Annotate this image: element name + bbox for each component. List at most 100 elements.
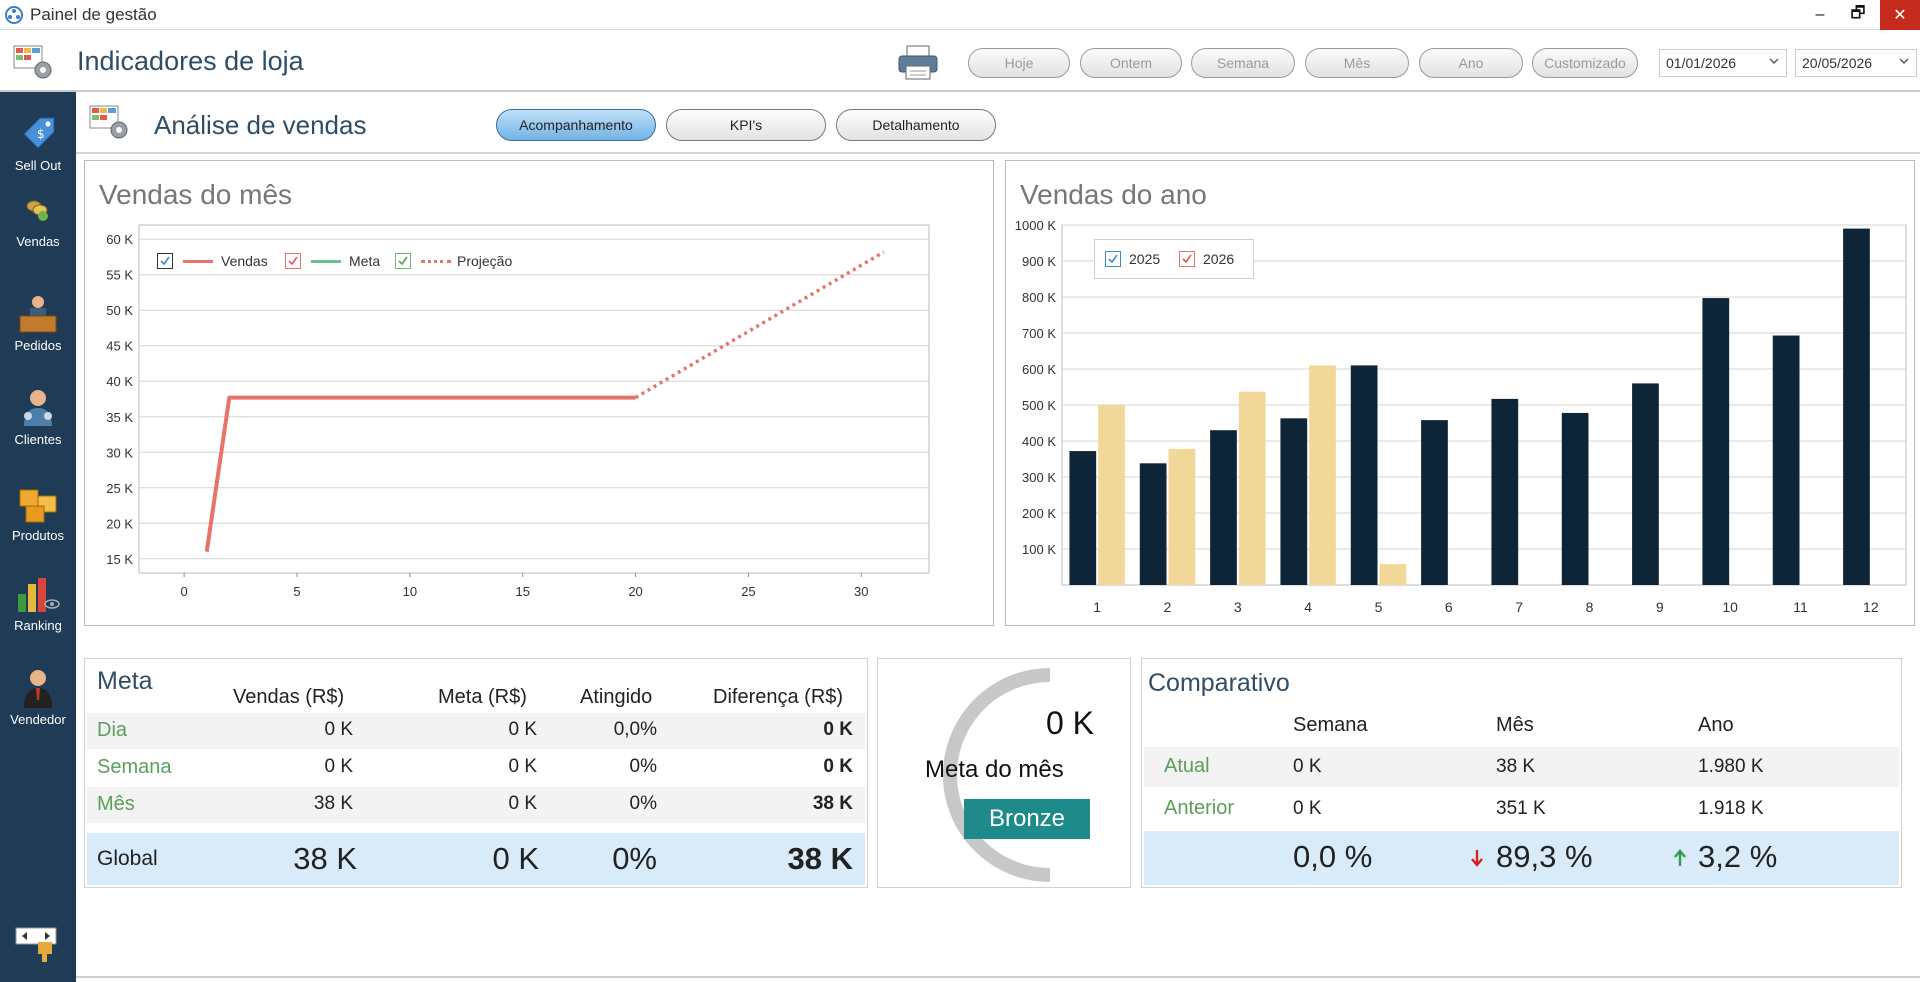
bar-2025-5 [1350, 365, 1378, 585]
legend-projecao-swatch [421, 260, 451, 263]
ranking-icon [18, 578, 60, 612]
meta-row-label: Global [97, 847, 158, 870]
legend-projecao-checkbox[interactable] [395, 253, 411, 269]
arrow-down-icon [1471, 850, 1483, 867]
boxes-icon [19, 489, 57, 523]
x-tick-label: 6 [1445, 599, 1453, 615]
meta-cell-diferenca: 0 K [823, 719, 853, 740]
table-row: Dia 0 K 0 K 0,0% 0 K [87, 713, 865, 749]
y-tick-label: 400 K [1022, 434, 1056, 449]
meta-cell-atingido: 0% [629, 793, 657, 814]
chevron-down-icon [1769, 58, 1779, 64]
comparativo-total-mes: 89,3 % [1496, 839, 1593, 874]
x-tick-label: 25 [741, 584, 755, 599]
comparativo-cell-ano: 1.918 K [1698, 798, 1764, 819]
sidebar-item-clientes[interactable]: Clientes [0, 382, 76, 462]
bar-2025-7 [1491, 398, 1519, 585]
period-semana-button[interactable]: Semana [1191, 48, 1295, 78]
legend-2025-checkbox[interactable] [1105, 251, 1121, 267]
print-icon[interactable] [896, 44, 940, 82]
legend-meta-checkbox[interactable] [285, 253, 301, 269]
table-row-global: Global 38 K 0 K 0% 38 K [87, 833, 865, 885]
tab-acompanhamento[interactable]: Acompanhamento [496, 109, 656, 141]
restore-button[interactable]: 🗗 [1850, 4, 1866, 22]
y-tick-label: 900 K [1022, 254, 1056, 269]
meta-do-mes-panel: 0 K Meta do mês Bronze [877, 658, 1131, 888]
clients-icon [24, 390, 52, 426]
sidebar-item-label: Vendas [16, 234, 60, 249]
date-from-select[interactable]: 01/01/2026 [1659, 49, 1787, 77]
y-tick-label: 35 K [106, 410, 133, 425]
close-button[interactable]: ✕ [1880, 0, 1920, 30]
x-tick-label: 5 [293, 584, 300, 599]
legend-2026-checkbox[interactable] [1179, 251, 1195, 267]
meta-row-label: Dia [97, 719, 128, 741]
sell-out-icon: $ [23, 117, 55, 149]
period-ontem-button[interactable]: Ontem [1080, 48, 1182, 78]
period-customizado-button[interactable]: Customizado [1532, 48, 1638, 78]
sidebar-item-label: Pedidos [14, 338, 62, 353]
sidebar-item-vendas[interactable]: Vendas [0, 184, 76, 264]
comparativo-total-ano: 3,2 % [1698, 839, 1778, 874]
meta-cell-vendas: 0 K [324, 719, 353, 740]
comparativo-cell-mes: 38 K [1496, 756, 1536, 777]
y-tick-label: 55 K [106, 268, 133, 283]
bar-2025-4 [1280, 418, 1308, 585]
comparativo-header-mes: Mês [1496, 714, 1534, 736]
x-tick-label: 10 [1722, 599, 1738, 615]
comparativo-header-ano: Ano [1698, 714, 1734, 736]
chart-title: Vendas do ano [1020, 179, 1207, 210]
collapse-sidebar-icon[interactable] [14, 924, 58, 964]
sidebar-item-label: Vendedor [10, 712, 66, 727]
meta-cell-diferenca: 0 K [823, 756, 853, 777]
level-badge: Bronze [964, 799, 1090, 839]
y-tick-label: 20 K [106, 516, 133, 531]
tab-kpis[interactable]: KPI's [666, 109, 826, 141]
sidebar-item-label: Sell Out [14, 158, 62, 173]
coins-icon [26, 200, 48, 221]
meta-cell-atingido: 0,0% [613, 719, 657, 740]
period-mes-button[interactable]: Mês [1305, 48, 1409, 78]
meta-cell-atingido: 0% [629, 756, 657, 777]
minimize-button[interactable]: – [1815, 6, 1825, 23]
tab-detalhamento[interactable]: Detalhamento [836, 109, 996, 141]
status-divider [76, 976, 1920, 978]
x-tick-label: 5 [1375, 599, 1383, 615]
chart-title: Vendas do mês [99, 179, 293, 210]
bar-2025-6 [1421, 420, 1448, 585]
table-row: Mês 38 K 0 K 0% 38 K [87, 787, 865, 823]
legend-vendas-swatch [183, 260, 213, 263]
x-tick-label: 2 [1164, 599, 1172, 615]
x-tick-label: 8 [1586, 599, 1594, 615]
line-chart-legend: Vendas Meta Projeção [157, 245, 517, 279]
bar-2025-9 [1632, 383, 1659, 585]
sidebar-item-ranking[interactable]: Ranking [0, 568, 76, 648]
comparativo-cell-mes: 351 K [1496, 798, 1546, 819]
legend-2026-label: 2026 [1203, 251, 1235, 267]
date-to-value: 20/05/2026 [1802, 55, 1873, 71]
series-line-vendas [204, 395, 636, 552]
y-tick-label: 1000 K [1015, 218, 1057, 233]
comparativo-header-semana: Semana [1293, 714, 1368, 736]
period-ano-button[interactable]: Ano [1419, 48, 1523, 78]
vendas-do-ano-chart: 100 K 200 K 300 K 400 K 500 K 600 K 700 K 800 K… [1015, 218, 1907, 615]
sidebar-item-pedidos[interactable]: Pedidos [0, 288, 76, 368]
date-to-select[interactable]: 20/05/2026 [1795, 49, 1917, 77]
sidebar-item-sell-out[interactable]: $ Sell Out [0, 108, 76, 188]
period-hoje-button[interactable]: Hoje [968, 48, 1070, 78]
meta-panel: Meta Vendas (R$) Meta (R$) Atingido Dife… [84, 658, 868, 888]
sidebar-item-vendedor[interactable]: Vendedor [0, 662, 76, 742]
sidebar-item-produtos[interactable]: Produtos [0, 478, 76, 558]
bar-2025-10 [1702, 298, 1730, 585]
legend-2025-label: 2025 [1129, 251, 1161, 267]
meta-cell-vendas: 38 K [313, 793, 353, 814]
legend-vendas-checkbox[interactable] [157, 253, 173, 269]
meta-header-meta: Meta (R$) [438, 686, 527, 708]
date-from-value: 01/01/2026 [1666, 55, 1737, 71]
x-tick-label: 4 [1304, 599, 1312, 615]
meta-title: Meta [97, 667, 153, 695]
y-tick-label: 15 K [106, 552, 133, 567]
comparativo-cell-ano: 1.980 K [1698, 756, 1764, 777]
meta-global-meta: 0 K [492, 841, 539, 876]
